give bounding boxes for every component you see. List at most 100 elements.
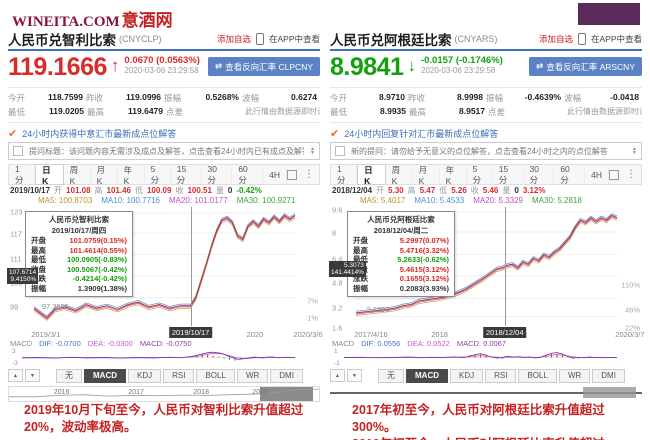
tooltip-row: 开盘 5.2997(0.07%) (348, 236, 454, 246)
question-input[interactable] (349, 145, 629, 157)
navigator-selection[interactable] (582, 387, 636, 398)
indicator-tab[interactable]: 无 (56, 368, 82, 383)
indicator-tab[interactable]: DMI (592, 368, 625, 383)
tooltip-value: 5.4615(3.12%) (399, 264, 449, 274)
candlestick-chart[interactable]: 2.1293 2018/12/04 5.3073 141.4414% 人民币兑阿根廷比… (329, 205, 645, 339)
chart-navigator[interactable]: 2016 2017 2018 2019 (8, 386, 320, 402)
logo-text-cn: 意酒网 (121, 11, 173, 30)
site-logo[interactable]: WINEITA.COM 意酒网 (12, 6, 173, 31)
x-axis-label: 2020/3/6 (293, 330, 323, 339)
swap-icon: ⇄ (536, 61, 544, 71)
scroll-up-icon[interactable]: ▲ (330, 369, 345, 382)
view-in-app-link[interactable]: 在APP中查看 (268, 33, 320, 44)
navigator-selection[interactable] (260, 387, 313, 401)
timeframe-tab[interactable]: 60分 (232, 164, 264, 185)
timeframe-tab[interactable]: 月K (413, 165, 440, 186)
tooltip-label: 开盘 (31, 236, 46, 245)
spinner-icon[interactable]: ▲ ▼ (310, 146, 315, 156)
indicator-tab[interactable]: 无 (378, 368, 404, 383)
ohlc-segment: -0.42% (236, 186, 262, 195)
indicator-tab[interactable]: BOLL (518, 368, 557, 383)
candlestick-chart[interactable]: 97.3655 2019/10/17 107.6714 9.4150% 人民币兑智利比… (7, 205, 323, 339)
timeframe-tab[interactable]: 周K (386, 165, 413, 186)
crosshair-line (190, 207, 192, 326)
check-icon: ✔ (8, 127, 18, 140)
timeframe-tab[interactable]: 5分 (467, 164, 493, 185)
qa-promo-link[interactable]: 24小时内获得中意汇市最新成点位解答 (22, 128, 177, 139)
stat-cell: 最高 8.9517 (409, 106, 485, 118)
checkbox-icon[interactable] (13, 146, 23, 156)
indicator-tab[interactable]: RSI (485, 368, 517, 383)
ma-segment: MA30: 5.2818 (532, 196, 582, 205)
indicator-tab[interactable]: WR (558, 368, 591, 383)
timeframe-tab[interactable]: 周K (64, 165, 91, 186)
chart-navigator-collapsed[interactable] (330, 387, 642, 398)
macd-pane[interactable]: MACD DIF: 0.0556 DEA: 0.0522 MACD: 0.0067 1… (330, 339, 642, 367)
timeframe-tab[interactable]: 1分 (331, 164, 358, 185)
timeframe-tab[interactable]: 5分 (145, 164, 171, 185)
min-price-label: 2.1293 (366, 304, 390, 314)
scroll-down-icon[interactable]: ▼ (25, 369, 40, 382)
macd-segment: MACD (332, 339, 355, 348)
tooltip-label: 开盘 (353, 236, 368, 245)
indicator-tab[interactable]: RSI (163, 368, 195, 383)
timeframe-tab[interactable]: 1分 (9, 164, 36, 185)
stat-cell: 昨收 8.9998 (408, 92, 483, 104)
caption-right: 2017年初至今，人民币对阿根廷比索升值超过300%。 2019年初至今，人民币… (352, 403, 605, 440)
timeframe-tab[interactable]: 月K (91, 165, 118, 186)
timeframe-tab[interactable]: 日K (357, 164, 386, 186)
tooltip-label: 振幅 (31, 283, 46, 293)
more-options-icon[interactable]: ⋮ (304, 168, 314, 180)
macd-segment: DEA: -0.0300 (87, 339, 133, 348)
macd-segment: MACD: -0.0750 (139, 339, 192, 348)
tooltip-row: 振幅 1.3909(1.38%) (26, 284, 132, 294)
timeframe-tab[interactable]: 15分 (493, 164, 524, 185)
timeframe-tab[interactable]: 4H (263, 165, 287, 184)
indicator-tab[interactable]: KDJ (128, 368, 162, 383)
indicator-tab[interactable]: DMI (270, 368, 303, 383)
ohlc-segment: 0 (514, 186, 519, 195)
question-input[interactable] (27, 145, 307, 157)
qa-promo-link[interactable]: 24小时内回复针对汇市最新成点位解答 (344, 128, 499, 139)
reverse-rate-button[interactable]: ⇄ 查看反向汇率 CLPCNY (208, 57, 320, 76)
reverse-rate-button[interactable]: ⇄ 查看反向汇率 ARSCNY (529, 57, 642, 76)
timeframe-tab[interactable]: 15分 (171, 164, 202, 185)
scroll-down-icon[interactable]: ▼ (347, 369, 362, 382)
indicator-tab[interactable]: BOLL (196, 368, 235, 383)
y-axis-label: 4.8 (332, 278, 343, 288)
macd-pane[interactable]: MACD DIF: -0.0700 DEA: -0.0300 MACD: -0.075… (8, 339, 320, 367)
tooltip-row: 振幅 0.2083(3.93%) (348, 284, 454, 294)
more-options-icon[interactable]: ⋮ (626, 168, 636, 180)
add-watchlist-link[interactable]: 添加自选 (538, 33, 573, 44)
indicator-tab[interactable]: MACD (84, 368, 126, 383)
tooltip-value: 5.4716(3.32%) (399, 245, 449, 255)
indicator-tab[interactable]: WR (236, 368, 269, 383)
tooltip-row: 开盘 101.0759(0.15%) (26, 236, 132, 246)
scroll-up-icon[interactable]: ▲ (8, 369, 23, 382)
timeframe-tab[interactable]: 60分 (554, 164, 586, 185)
tooltip-value: 5.2633(-0.62%) (397, 255, 449, 264)
indicator-tab[interactable]: KDJ (450, 368, 484, 383)
add-watchlist-link[interactable]: 添加自选 (216, 33, 251, 44)
tooltip-label: 涨跌 (31, 274, 46, 283)
checkbox-icon[interactable] (335, 146, 345, 156)
timeframe-tab[interactable]: 30分 (524, 164, 555, 185)
ad-banner[interactable] (578, 3, 640, 25)
x-axis-label: 2020/3/7 (615, 330, 645, 339)
indicator-tab[interactable]: MACD (406, 368, 448, 383)
stat-cell: 波幅 0.6274 (242, 92, 317, 104)
fullscreen-icon[interactable] (609, 169, 619, 180)
spinner-icon[interactable]: ▲ ▼ (632, 146, 637, 156)
timeframe-tab[interactable]: 年K (118, 165, 145, 186)
tooltip-label: 最高 (31, 245, 46, 255)
stat-value: 118.7599 (48, 92, 83, 102)
ohlc-segment: 收 (175, 186, 184, 195)
timeframe-tab[interactable]: 年K (440, 165, 467, 186)
timeframe-tab[interactable]: 4H (585, 165, 609, 184)
fullscreen-icon[interactable] (287, 169, 297, 180)
timeframe-tab[interactable]: 日K (35, 164, 64, 186)
view-in-app-link[interactable]: 在APP中查看 (590, 33, 642, 44)
timeframe-tab[interactable]: 30分 (202, 164, 233, 185)
phone-icon (577, 32, 586, 45)
tooltip-title: 人民币兑智利比索 (49, 215, 109, 224)
